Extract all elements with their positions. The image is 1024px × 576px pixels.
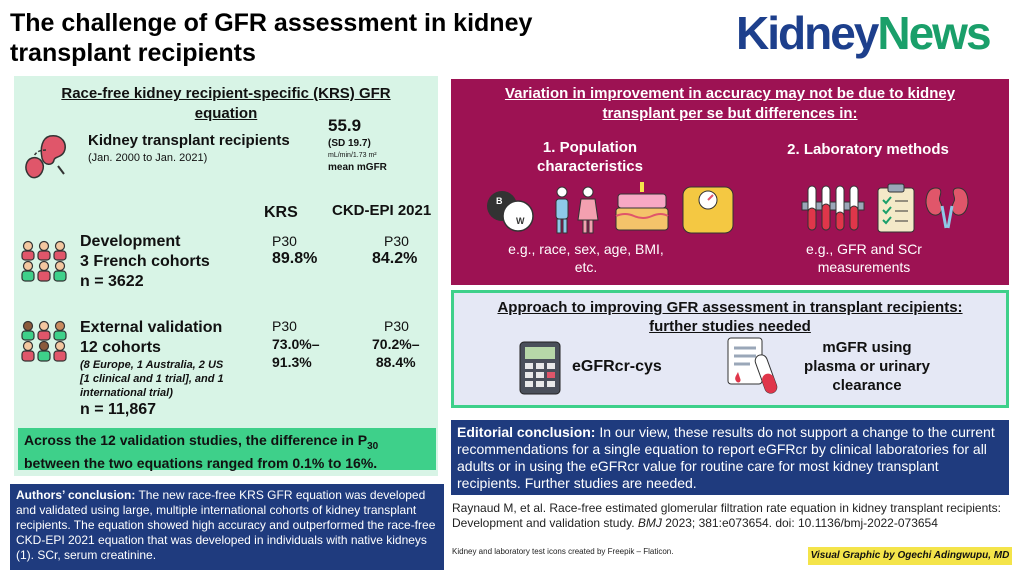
- people-group-icon: [21, 320, 67, 362]
- krs-title-line2: equation: [194, 105, 258, 122]
- lab-report-icon: [727, 337, 778, 394]
- ext-ckd-range: 70.2%– 88.4%: [372, 335, 419, 371]
- kidneys-icon: [925, 187, 969, 229]
- laboratory-title: 2. Laboratory methods: [787, 141, 949, 158]
- dev-krs-p30-label: P30: [272, 233, 297, 249]
- development-cohorts: 3 French cohorts: [80, 253, 210, 270]
- variation-title: Variation in improvement in accuracy may…: [451, 84, 1009, 124]
- venn-b-label: B: [496, 196, 503, 206]
- icon-credit: Kidney and laboratory test icons created…: [452, 547, 674, 556]
- mgfr-approach-line2: plasma or urinary: [804, 358, 930, 375]
- dev-ckd-value: 84.2%: [372, 250, 418, 267]
- citation-journal: BMJ: [637, 516, 662, 530]
- external-validation-n: n = 11,867: [80, 401, 157, 418]
- birthday-cake-icon: [615, 182, 669, 231]
- logo-kidney: Kidney: [736, 7, 879, 59]
- krs-title-line1: Race-free kidney recipient-specific (KRS…: [61, 85, 391, 102]
- laboratory-desc-1: e.g., GFR and SCr: [806, 241, 922, 257]
- sex-icon: [555, 186, 599, 234]
- authors-conclusion: Authors’ conclusion: The new race-free K…: [10, 484, 444, 570]
- clipboard-checklist-icon: [877, 183, 915, 233]
- page-title-line1: The challenge of GFR assessment in kidne…: [10, 9, 533, 37]
- recipients-dates: (Jan. 2000 to Jan. 2021): [88, 152, 208, 164]
- people-group-icon: [21, 240, 67, 282]
- egfr-cys-label: eGFRcr-cys: [572, 358, 662, 375]
- mgfr-unit: mL/min/1.73 m²: [328, 152, 377, 159]
- laboratory-description: e.g., GFR and SCr measurements: [764, 240, 964, 276]
- population-desc-1: e.g., race, sex, age, BMI,: [508, 241, 664, 257]
- page-title: The challenge of GFR assessment in kidne…: [10, 8, 650, 68]
- ext-krs-high: 91.3%: [272, 354, 312, 370]
- population-desc-2: etc.: [574, 259, 598, 275]
- authors-conclusion-text: The new race-free KRS GFR equation was d…: [16, 488, 436, 562]
- mgfr-label: mean mGFR: [328, 162, 387, 173]
- development-n: n = 3622: [80, 273, 144, 290]
- external-detail-1: (8 Europe, 1 Australia, 2 US: [80, 359, 224, 371]
- editorial-conclusion: Editorial conclusion: In our view, these…: [451, 420, 1009, 495]
- variation-title-line2: transplant per se but differences in:: [602, 105, 858, 122]
- krs-panel-title: Race-free kidney recipient-specific (KRS…: [18, 84, 434, 124]
- venn-w-label: W: [516, 216, 525, 226]
- page-title-line2: transplant recipients: [10, 39, 256, 67]
- summary-text-1: Across the 12 validation studies, the di…: [24, 432, 368, 448]
- variation-title-line1: Variation in improvement in accuracy may…: [504, 85, 956, 102]
- approach-title-line2: further studies needed: [649, 318, 811, 335]
- ext-ckd-low: 70.2%–: [372, 336, 420, 352]
- visual-credit-badge: Visual Graphic by Ogechi Adingwupu, MD: [808, 547, 1012, 565]
- citation: Raynaud M, et al. Race-free estimated gl…: [452, 501, 1012, 531]
- validation-summary: Across the 12 validation studies, the di…: [18, 428, 436, 471]
- approach-title: Approach to improving GFR assessment in …: [451, 298, 1009, 336]
- calculator-icon: [519, 341, 561, 395]
- population-title: 1. Population characteristics: [490, 138, 690, 176]
- logo-news: News: [877, 7, 991, 59]
- authors-conclusion-label: Authors’ conclusion:: [16, 488, 136, 502]
- col-header-ckd: CKD-EPI 2021: [332, 202, 432, 219]
- variation-panel: [451, 79, 1009, 285]
- external-validation-cohorts: 12 cohorts: [80, 339, 161, 356]
- mgfr-sd: (SD 19.7): [328, 138, 371, 149]
- krs-panel: [14, 76, 438, 476]
- population-title-line1: 1. Population: [542, 139, 638, 156]
- ext-krs-range: 73.0%– 91.3%: [272, 335, 319, 371]
- mgfr-approach-line3: clearance: [832, 377, 902, 394]
- population-description: e.g., race, sex, age, BMI, etc.: [486, 240, 686, 276]
- summary-text-2: between the two equations ranged from 0.…: [24, 454, 378, 471]
- summary-subscript: 30: [367, 440, 379, 452]
- ext-krs-p30-label: P30: [272, 318, 297, 334]
- kidney-news-logo: KidneyNews: [736, 6, 992, 60]
- editorial-conclusion-text: In our view, these results do not suppor…: [457, 424, 995, 491]
- race-venn-icon: B W: [487, 191, 534, 232]
- dev-krs-value: 89.8%: [272, 250, 318, 267]
- ext-ckd-high: 88.4%: [375, 354, 416, 370]
- col-header-krs: KRS: [264, 204, 298, 221]
- scale-bmi-icon: [682, 186, 734, 234]
- external-validation-label: External validation: [80, 319, 223, 336]
- mgfr-approach-line1: mGFR using: [822, 339, 912, 356]
- laboratory-desc-2: measurements: [817, 259, 911, 275]
- external-detail-2: [1 clinical and 1 trial], and 1: [80, 373, 224, 385]
- citation-text: Raynaud M, et al. Race-free estimated gl…: [452, 501, 1001, 530]
- recipients-label: Kidney transplant recipients: [88, 132, 290, 149]
- ext-ckd-p30-label: P30: [384, 318, 409, 334]
- editorial-conclusion-label: Editorial conclusion:: [457, 424, 596, 440]
- external-validation-block: External validation 12 cohorts (8 Europe…: [80, 318, 270, 420]
- external-detail-3: international trial): [80, 387, 173, 399]
- test-tubes-icon: [801, 185, 865, 231]
- dev-ckd-p30-label: P30: [384, 233, 409, 249]
- mgfr-value: 55.9: [328, 116, 362, 135]
- mgfr-approach: mGFR using plasma or urinary clearance: [792, 338, 942, 395]
- development-label: Development: [80, 233, 181, 250]
- population-title-line2: characteristics: [537, 158, 643, 175]
- kidney-transplant-icon: [25, 135, 66, 179]
- approach-title-line1: Approach to improving GFR assessment in …: [497, 299, 963, 316]
- development-block: Development 3 French cohorts n = 3622: [80, 232, 210, 292]
- citation-details: 2023; 381:e073654. doi: 10.1136/bmj-2022…: [661, 516, 938, 530]
- ext-krs-low: 73.0%–: [272, 336, 320, 352]
